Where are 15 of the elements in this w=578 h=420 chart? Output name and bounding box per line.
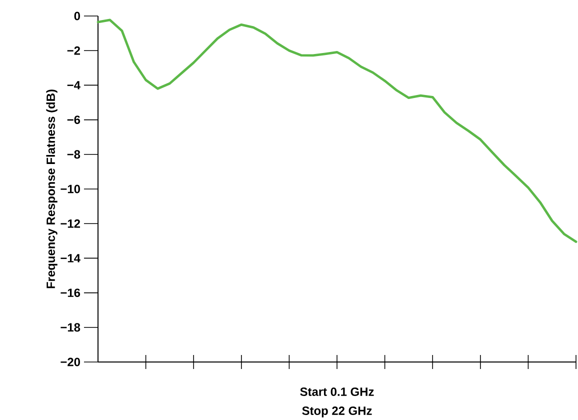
y-axis-title: Frequency Response Flatness (dB) <box>46 90 58 288</box>
y-tick-label: −10 <box>60 184 80 194</box>
y-tick-label: −2 <box>67 46 80 55</box>
text: Stop 22 GHz <box>302 406 372 418</box>
line-series <box>96 18 578 243</box>
y-tick-label: 0 <box>74 12 80 20</box>
y-tick-label: −12 <box>60 219 80 228</box>
y-tick-label: −4 <box>67 81 80 90</box>
text: Start 0.1 GHz <box>300 388 374 396</box>
y-tick-label: −14 <box>60 254 80 262</box>
y-tick-label: −16 <box>60 288 80 298</box>
y-tick-label: −6 <box>67 116 80 124</box>
y-tick-label: −8 <box>67 150 80 159</box>
y-tick-label: −20 <box>60 358 80 366</box>
y-tick-label: −18 <box>60 323 80 332</box>
